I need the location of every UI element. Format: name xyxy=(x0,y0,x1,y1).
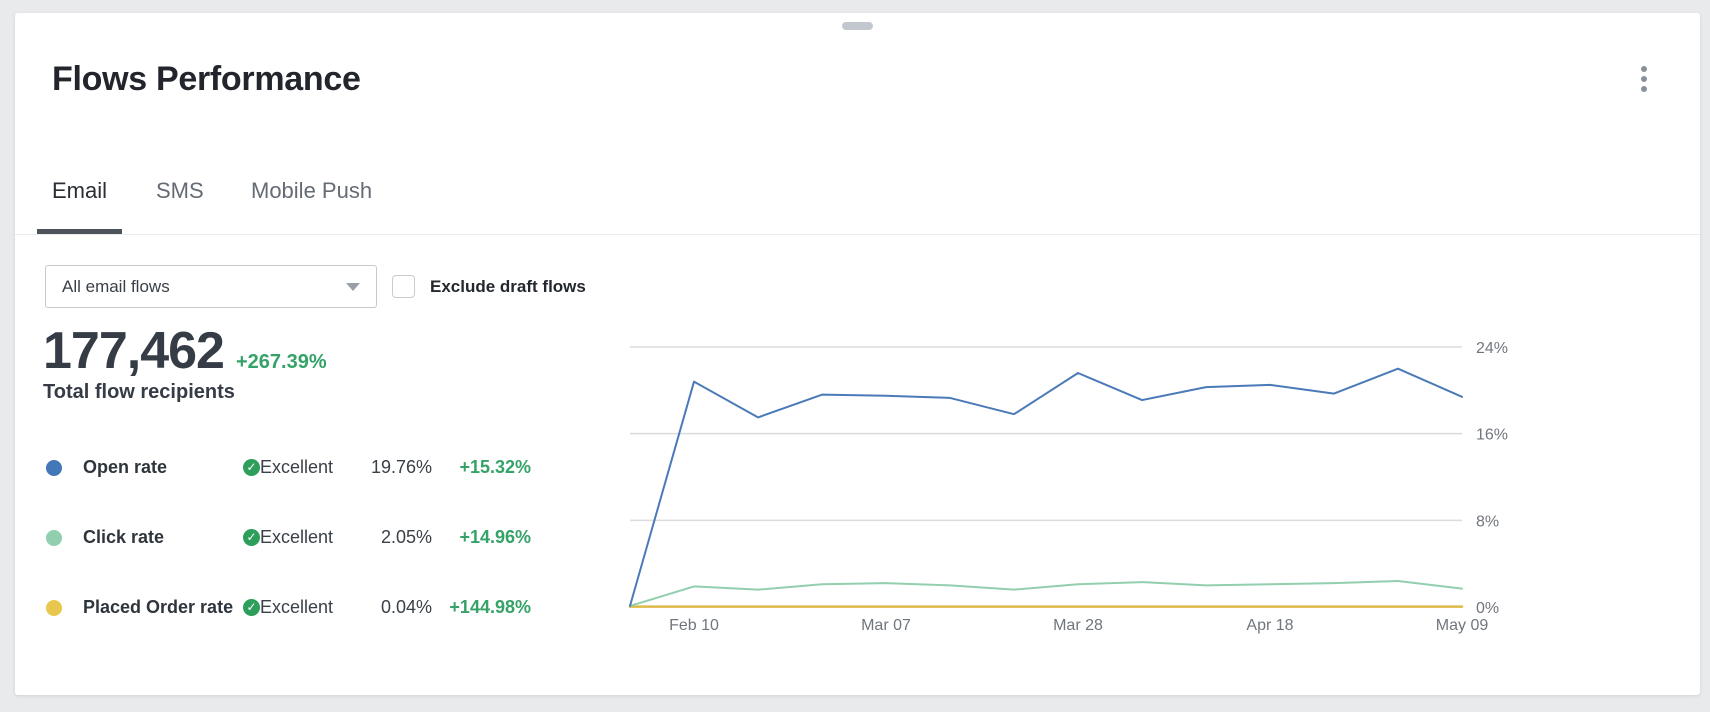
metric-value: 0.04% xyxy=(380,597,432,617)
tab-sms[interactable]: SMS xyxy=(156,178,204,203)
total-recipients-label: Total flow recipients xyxy=(43,381,235,403)
status-label: Excellent xyxy=(260,527,334,547)
flow-filter-dropdown[interactable]: All email flows xyxy=(45,265,377,308)
chevron-down-icon xyxy=(346,282,360,291)
metric-name: Click rate xyxy=(83,527,165,547)
status-label: Excellent xyxy=(260,457,334,477)
line-chart-svg: 24% 16% 8% 0% Feb 10 Mar 07 Mar 28 Apr 18 May 09 xyxy=(628,340,1508,634)
svg-text:24%: 24% xyxy=(1476,340,1508,357)
metric-delta: +14.96% xyxy=(459,527,531,547)
svg-text:Feb 10: Feb 10 xyxy=(669,617,719,634)
metric-row-placed-order-rate: Placed Order rate ✓ Excellent 0.04% +144… xyxy=(15,594,575,622)
metric-row-open-rate: Open rate ✓ Excellent 19.76% +15.32% xyxy=(15,454,575,482)
tab-email[interactable]: Email xyxy=(37,168,123,234)
metric-value: 2.05% xyxy=(380,527,432,547)
tab-mobile-push[interactable]: Mobile Push xyxy=(251,178,373,203)
kebab-menu-icon[interactable] xyxy=(1620,53,1668,105)
metric-name: Open rate xyxy=(83,457,168,477)
svg-text:Mar 28: Mar 28 xyxy=(1053,617,1103,634)
placed-order-rate-dot-icon xyxy=(46,600,62,616)
status-label: Excellent xyxy=(260,597,334,617)
exclude-draft-flows-control: Exclude draft flows xyxy=(392,275,586,298)
svg-text:Apr 18: Apr 18 xyxy=(1246,617,1293,634)
metric-row-click-rate: Click rate ✓ Excellent 2.05% +14.96% xyxy=(15,524,575,552)
metric-delta: +15.32% xyxy=(459,457,531,477)
check-circle-icon: ✓ xyxy=(243,529,260,546)
total-recipients-value: 177,462 xyxy=(43,322,225,380)
flow-filter-value: All email flows xyxy=(62,276,170,296)
flows-performance-chart: 24% 16% 8% 0% Feb 10 Mar 07 Mar 28 Apr 18 May 09 xyxy=(580,300,1520,645)
check-circle-icon: ✓ xyxy=(243,459,260,476)
exclude-draft-flows-label: Exclude draft flows xyxy=(430,276,586,296)
status-badge: ✓ Excellent xyxy=(243,597,333,618)
svg-text:16%: 16% xyxy=(1476,427,1508,444)
page-title: Flows Performance xyxy=(52,60,361,98)
check-circle-icon: ✓ xyxy=(243,599,260,616)
svg-text:8%: 8% xyxy=(1476,513,1499,530)
metric-delta: +144.98% xyxy=(449,597,531,617)
svg-text:May 09: May 09 xyxy=(1436,617,1489,634)
exclude-draft-flows-checkbox[interactable] xyxy=(392,275,415,298)
drag-handle[interactable] xyxy=(842,22,873,30)
svg-text:Mar 07: Mar 07 xyxy=(861,617,911,634)
summary-row: 177,462 +267.39% xyxy=(43,321,327,381)
open-rate-dot-icon xyxy=(46,460,62,476)
metric-value: 19.76% xyxy=(370,457,432,477)
total-recipients-delta: +267.39% xyxy=(235,351,327,373)
status-badge: ✓ Excellent xyxy=(243,527,333,548)
metric-name: Placed Order rate xyxy=(83,597,234,617)
svg-text:0%: 0% xyxy=(1476,600,1499,617)
click-rate-dot-icon xyxy=(46,530,62,546)
flows-performance-card: Flows Performance Email SMS Mobile Push … xyxy=(15,13,1700,695)
status-badge: ✓ Excellent xyxy=(243,457,333,478)
tab-bar: Email SMS Mobile Push xyxy=(15,168,1700,235)
